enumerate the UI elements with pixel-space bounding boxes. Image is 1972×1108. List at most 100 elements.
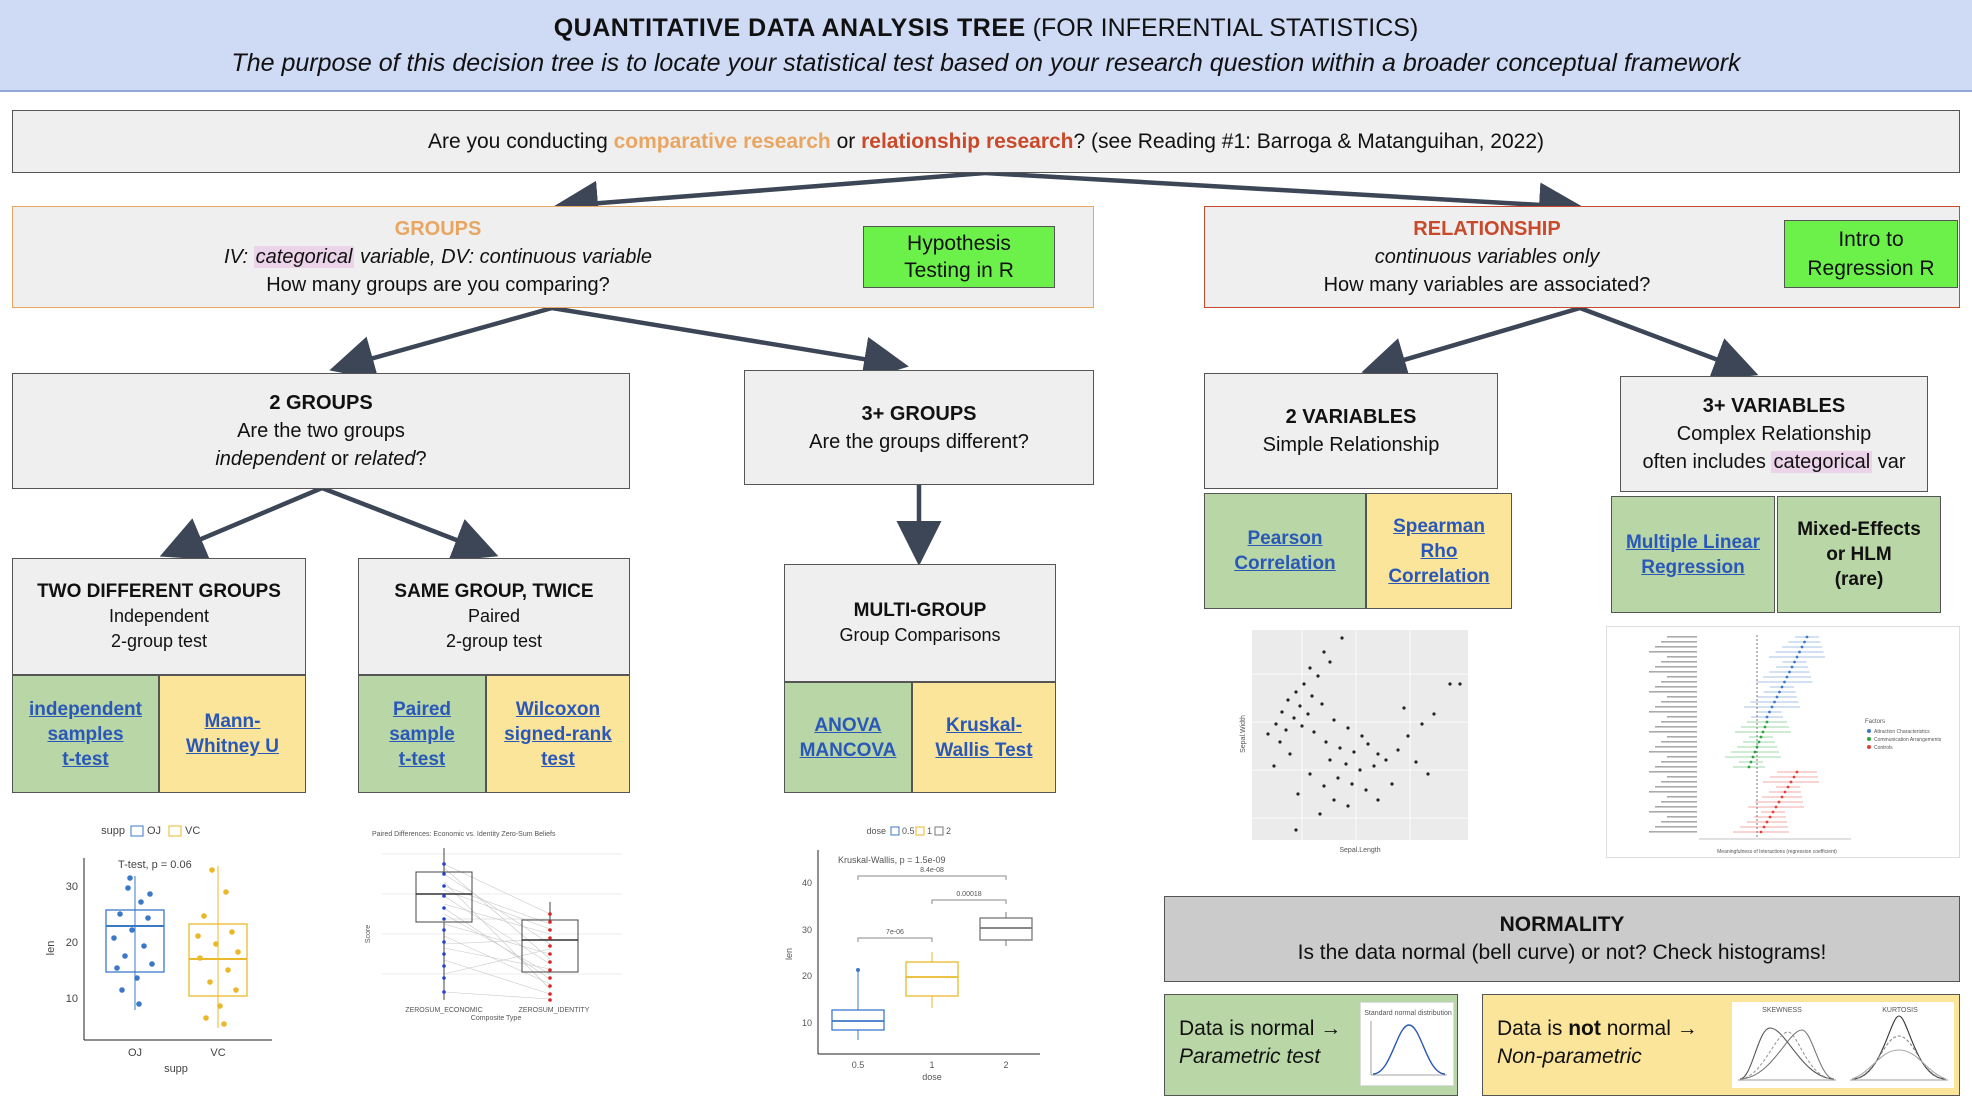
pearson-correlation-link[interactable]: Pearson Correlation: [1204, 493, 1366, 609]
multiple-linear-regression-link[interactable]: Multiple Linear Regression: [1611, 496, 1775, 613]
svg-text:OJ: OJ: [147, 825, 161, 837]
forest-point: [1805, 635, 1809, 639]
forest-row-label: [1667, 776, 1697, 778]
same-group-twice-box: SAME GROUP, TWICE Paired 2-group test: [358, 558, 630, 675]
forest-point: [1783, 790, 1787, 794]
forest-row-label: [1649, 811, 1697, 813]
hypothesis-testing-button[interactable]: Hypothesis Testing in R: [863, 226, 1055, 288]
forest-row-label: [1655, 726, 1697, 728]
svg-text:Score: Score: [365, 925, 372, 943]
forest-point: [1780, 685, 1784, 689]
multi-group-box: MULTI-GROUP Group Comparisons: [784, 564, 1056, 682]
groups-title: GROUPS: [394, 218, 482, 240]
scatter-plot-thumbnail: Sepal.Length Sepal.Width: [1238, 624, 1474, 860]
forest-row-label: [1649, 771, 1697, 773]
forest-point: [1765, 715, 1769, 719]
forest-row-label: [1649, 751, 1697, 753]
forest-point: [1795, 770, 1799, 774]
forest-point: [1759, 735, 1763, 739]
forest-point: [1786, 785, 1790, 789]
t-test-annotation: T-test, p = 0.06: [118, 859, 192, 871]
svg-text:Composite Type: Composite Type: [471, 1015, 522, 1022]
svg-text:Sepal.Length: Sepal.Length: [1339, 847, 1380, 854]
forest-row-label: [1667, 636, 1697, 638]
forest-point: [1765, 820, 1769, 824]
svg-text:20: 20: [802, 971, 812, 981]
kruskal-wallis-link[interactable]: Kruskal- Wallis Test: [912, 682, 1056, 793]
forest-row-label: [1655, 766, 1697, 768]
svg-text:OJ: OJ: [128, 1047, 142, 1059]
intro-regression-button[interactable]: Intro to Regression R: [1784, 220, 1958, 288]
forest-point: [1777, 800, 1781, 804]
forest-point: [1768, 815, 1772, 819]
forest-row-label: [1655, 746, 1697, 748]
svg-text:10: 10: [66, 993, 78, 1005]
forest-point: [1762, 825, 1766, 829]
two-different-groups-box: TWO DIFFERENT GROUPS Independent 2-group…: [12, 558, 306, 675]
forest-row-label: [1661, 661, 1697, 663]
forest-plot-thumbnail: Meaningfulness of Interactions (regressi…: [1606, 626, 1960, 858]
forest-row-label: [1655, 806, 1697, 808]
forest-plot-svg: Meaningfulness of Interactions (regressi…: [1649, 635, 1942, 855]
forest-point: [1783, 680, 1786, 684]
forest-point: [1763, 725, 1767, 729]
forest-row-label: [1661, 781, 1697, 783]
kurtosis-label: KURTOSIS: [1882, 1007, 1918, 1014]
svg-text:supp: supp: [101, 825, 125, 837]
forest-row-label: [1649, 831, 1697, 833]
forest-row-label: [1649, 651, 1697, 653]
forest-point: [1755, 745, 1759, 749]
svg-text:supp: supp: [164, 1063, 188, 1075]
svg-text:40: 40: [802, 878, 812, 888]
svg-text:VC: VC: [185, 825, 200, 837]
svg-text:2: 2: [946, 826, 951, 836]
three-variables-box: 3+ VARIABLES Complex Relationship often …: [1620, 376, 1928, 492]
skewness-label: SKEWNESS: [1762, 1007, 1802, 1014]
forest-row-label: [1655, 666, 1697, 668]
forest-row-label: [1661, 761, 1697, 763]
independent-t-test-link[interactable]: independent samples t-test: [12, 675, 159, 793]
paired-plot-title: Paired Differences: Economic vs. Identit…: [372, 831, 556, 838]
forest-point: [1749, 760, 1753, 764]
svg-text:0.5: 0.5: [852, 1060, 865, 1070]
mann-whitney-link[interactable]: Mann- Whitney U: [159, 675, 306, 793]
forest-point: [1765, 720, 1769, 724]
svg-text:30: 30: [66, 881, 78, 893]
forest-row-label: [1667, 816, 1697, 818]
svg-text:Attraction Characteristics: Attraction Characteristics: [1874, 729, 1930, 735]
svg-text:Meaningfulness of Interactions: Meaningfulness of Interactions (regressi…: [1717, 849, 1837, 855]
forest-point: [1774, 805, 1778, 809]
forest-row-label: [1655, 786, 1697, 788]
wilcoxon-link[interactable]: Wilcoxon signed-rank test: [486, 675, 630, 793]
forest-row-label: [1661, 641, 1697, 643]
forest-row-label: [1649, 711, 1697, 713]
forest-row-label: [1667, 756, 1697, 758]
forest-row-label: [1661, 741, 1697, 743]
forest-row-label: [1661, 681, 1697, 683]
paired-t-test-link[interactable]: Paired sample t-test: [358, 675, 486, 793]
svg-text:0.00018: 0.00018: [956, 891, 981, 898]
anova-mancova-link[interactable]: ANOVA MANCOVA: [784, 682, 912, 793]
forest-point: [1793, 660, 1796, 664]
forest-point: [1803, 640, 1806, 644]
svg-text:1: 1: [929, 1060, 934, 1070]
forest-point: [1770, 705, 1774, 709]
relationship-research-label: relationship research: [861, 129, 1074, 153]
forest-row-label: [1655, 706, 1697, 708]
forest-point: [1778, 690, 1781, 694]
normality-box: NORMALITY Is the data normal (bell curve…: [1164, 896, 1960, 982]
forest-point: [1800, 645, 1804, 649]
forest-point: [1789, 780, 1793, 784]
forest-point: [1775, 695, 1779, 699]
svg-text:Sepal.Width: Sepal.Width: [1240, 715, 1247, 753]
mixed-effects-hlm-box: Mixed-Effects or HLM (rare): [1777, 496, 1941, 613]
svg-text:ZEROSUM_IDENTITY: ZEROSUM_IDENTITY: [519, 1007, 590, 1014]
forest-point: [1785, 675, 1789, 679]
page-title: QUANTITATIVE DATA ANALYSIS TREE (FOR INF…: [553, 14, 1419, 42]
forest-row-label: [1655, 646, 1697, 648]
svg-text:0.5: 0.5: [902, 826, 915, 836]
svg-text:Kruskal-Wallis, p = 1.5e-09: Kruskal-Wallis, p = 1.5e-09: [838, 855, 945, 865]
svg-text:Communication Arrangements: Communication Arrangements: [1874, 737, 1942, 743]
spearman-rho-link[interactable]: Spearman Rho Correlation: [1366, 493, 1512, 609]
page-subtitle: The purpose of this decision tree is to …: [231, 49, 1741, 77]
